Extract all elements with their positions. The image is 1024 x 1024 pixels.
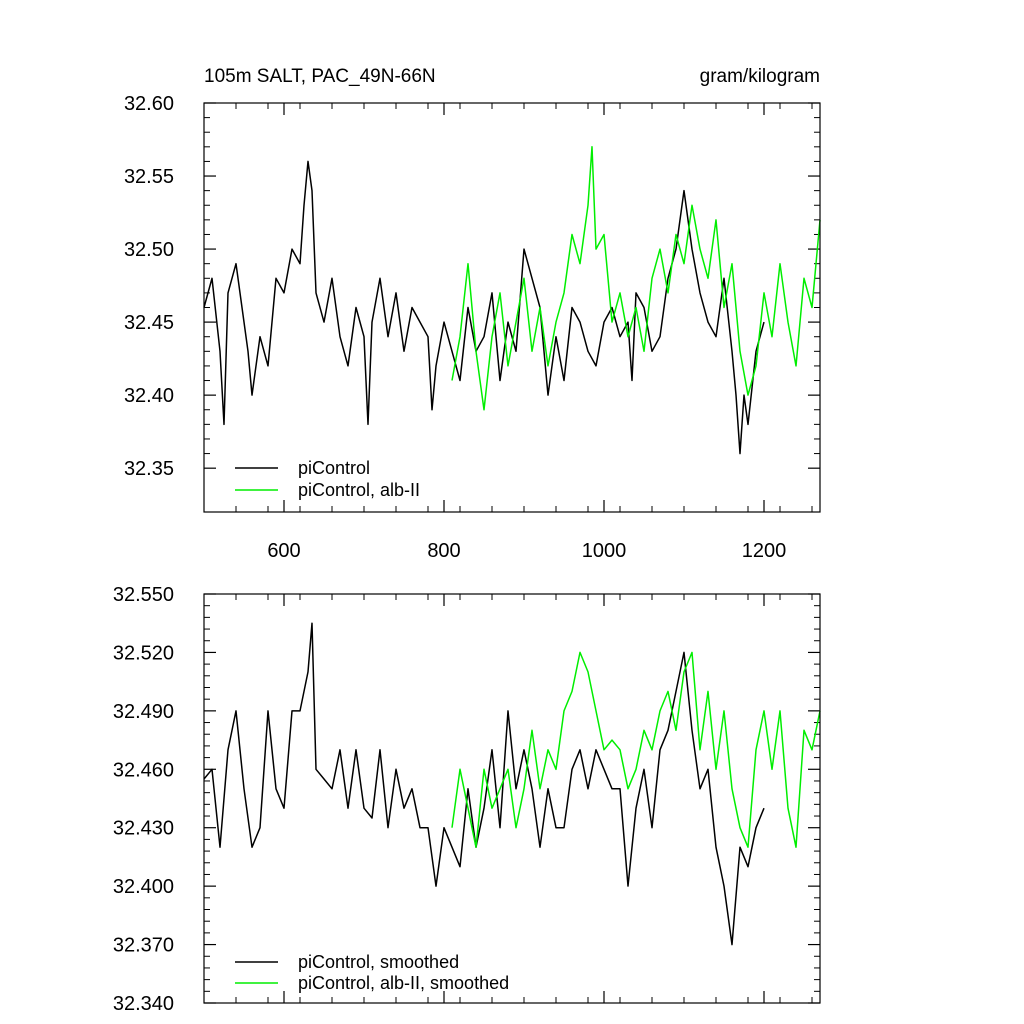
y-tick-label: 32.370 — [113, 935, 174, 957]
y-axis-ticks: 32.35 32.40 32.45 32.50 32.55 32.60 — [124, 93, 820, 480]
y-tick-label: 32.50 — [124, 239, 174, 261]
series-line-picontrol — [203, 160, 765, 455]
series-lines — [203, 146, 821, 455]
legend-label-alb-ii: piControl, alb-II — [298, 480, 420, 500]
units-label: gram/kilogram — [700, 66, 820, 87]
series-line-picontrol-alb-ii-smoothed — [451, 651, 821, 848]
legend-label-picontrol-smoothed: piControl, smoothed — [298, 952, 459, 972]
plot-frame — [203, 593, 821, 1004]
y-tick-label: 32.60 — [124, 93, 174, 115]
series-line-picontrol-alb-ii — [451, 146, 821, 411]
chart-title: 105m SALT, PAC_49N-66N — [204, 66, 436, 87]
y-tick-label: 32.430 — [113, 818, 174, 840]
x-axis-ticks — [203, 594, 813, 1003]
x-tick-label: 800 — [427, 540, 460, 562]
legend: piControl piControl, alb-II — [235, 458, 420, 500]
y-tick-label: 32.45 — [124, 312, 174, 334]
x-tick-label: 1200 — [742, 540, 787, 562]
y-tick-label: 32.490 — [113, 701, 174, 723]
legend-label-picontrol: piControl — [298, 458, 370, 478]
y-tick-label: 32.40 — [124, 385, 174, 407]
y-tick-label: 32.400 — [113, 876, 174, 898]
y-tick-label: 32.460 — [113, 759, 174, 781]
legend: piControl, smoothed piControl, alb-II, s… — [235, 952, 509, 993]
series-line-picontrol-smoothed — [203, 622, 765, 946]
y-tick-label: 32.55 — [124, 166, 174, 188]
y-tick-label: 32.550 — [113, 584, 174, 606]
legend-label-alb-ii-smoothed: piControl, alb-II, smoothed — [298, 973, 509, 993]
y-tick-label: 32.340 — [113, 993, 174, 1015]
plot-frame — [203, 102, 821, 513]
series-lines — [203, 622, 821, 946]
x-axis-ticks: 600 800 1000 1200 — [203, 103, 813, 562]
y-tick-label: 32.35 — [124, 458, 174, 480]
y-tick-label: 32.520 — [113, 642, 174, 664]
x-tick-label: 1000 — [582, 540, 627, 562]
top-plot: 105m SALT, PAC_49N-66N gram/kilogram 32.… — [124, 66, 821, 562]
y-axis-ticks: 32.340 32.370 32.400 32.430 32.460 32.490 32.5… — [113, 584, 820, 1015]
bottom-plot: 32.340 32.370 32.400 32.430 32.460 32.490 32.5… — [113, 584, 821, 1015]
x-tick-label: 600 — [267, 540, 300, 562]
